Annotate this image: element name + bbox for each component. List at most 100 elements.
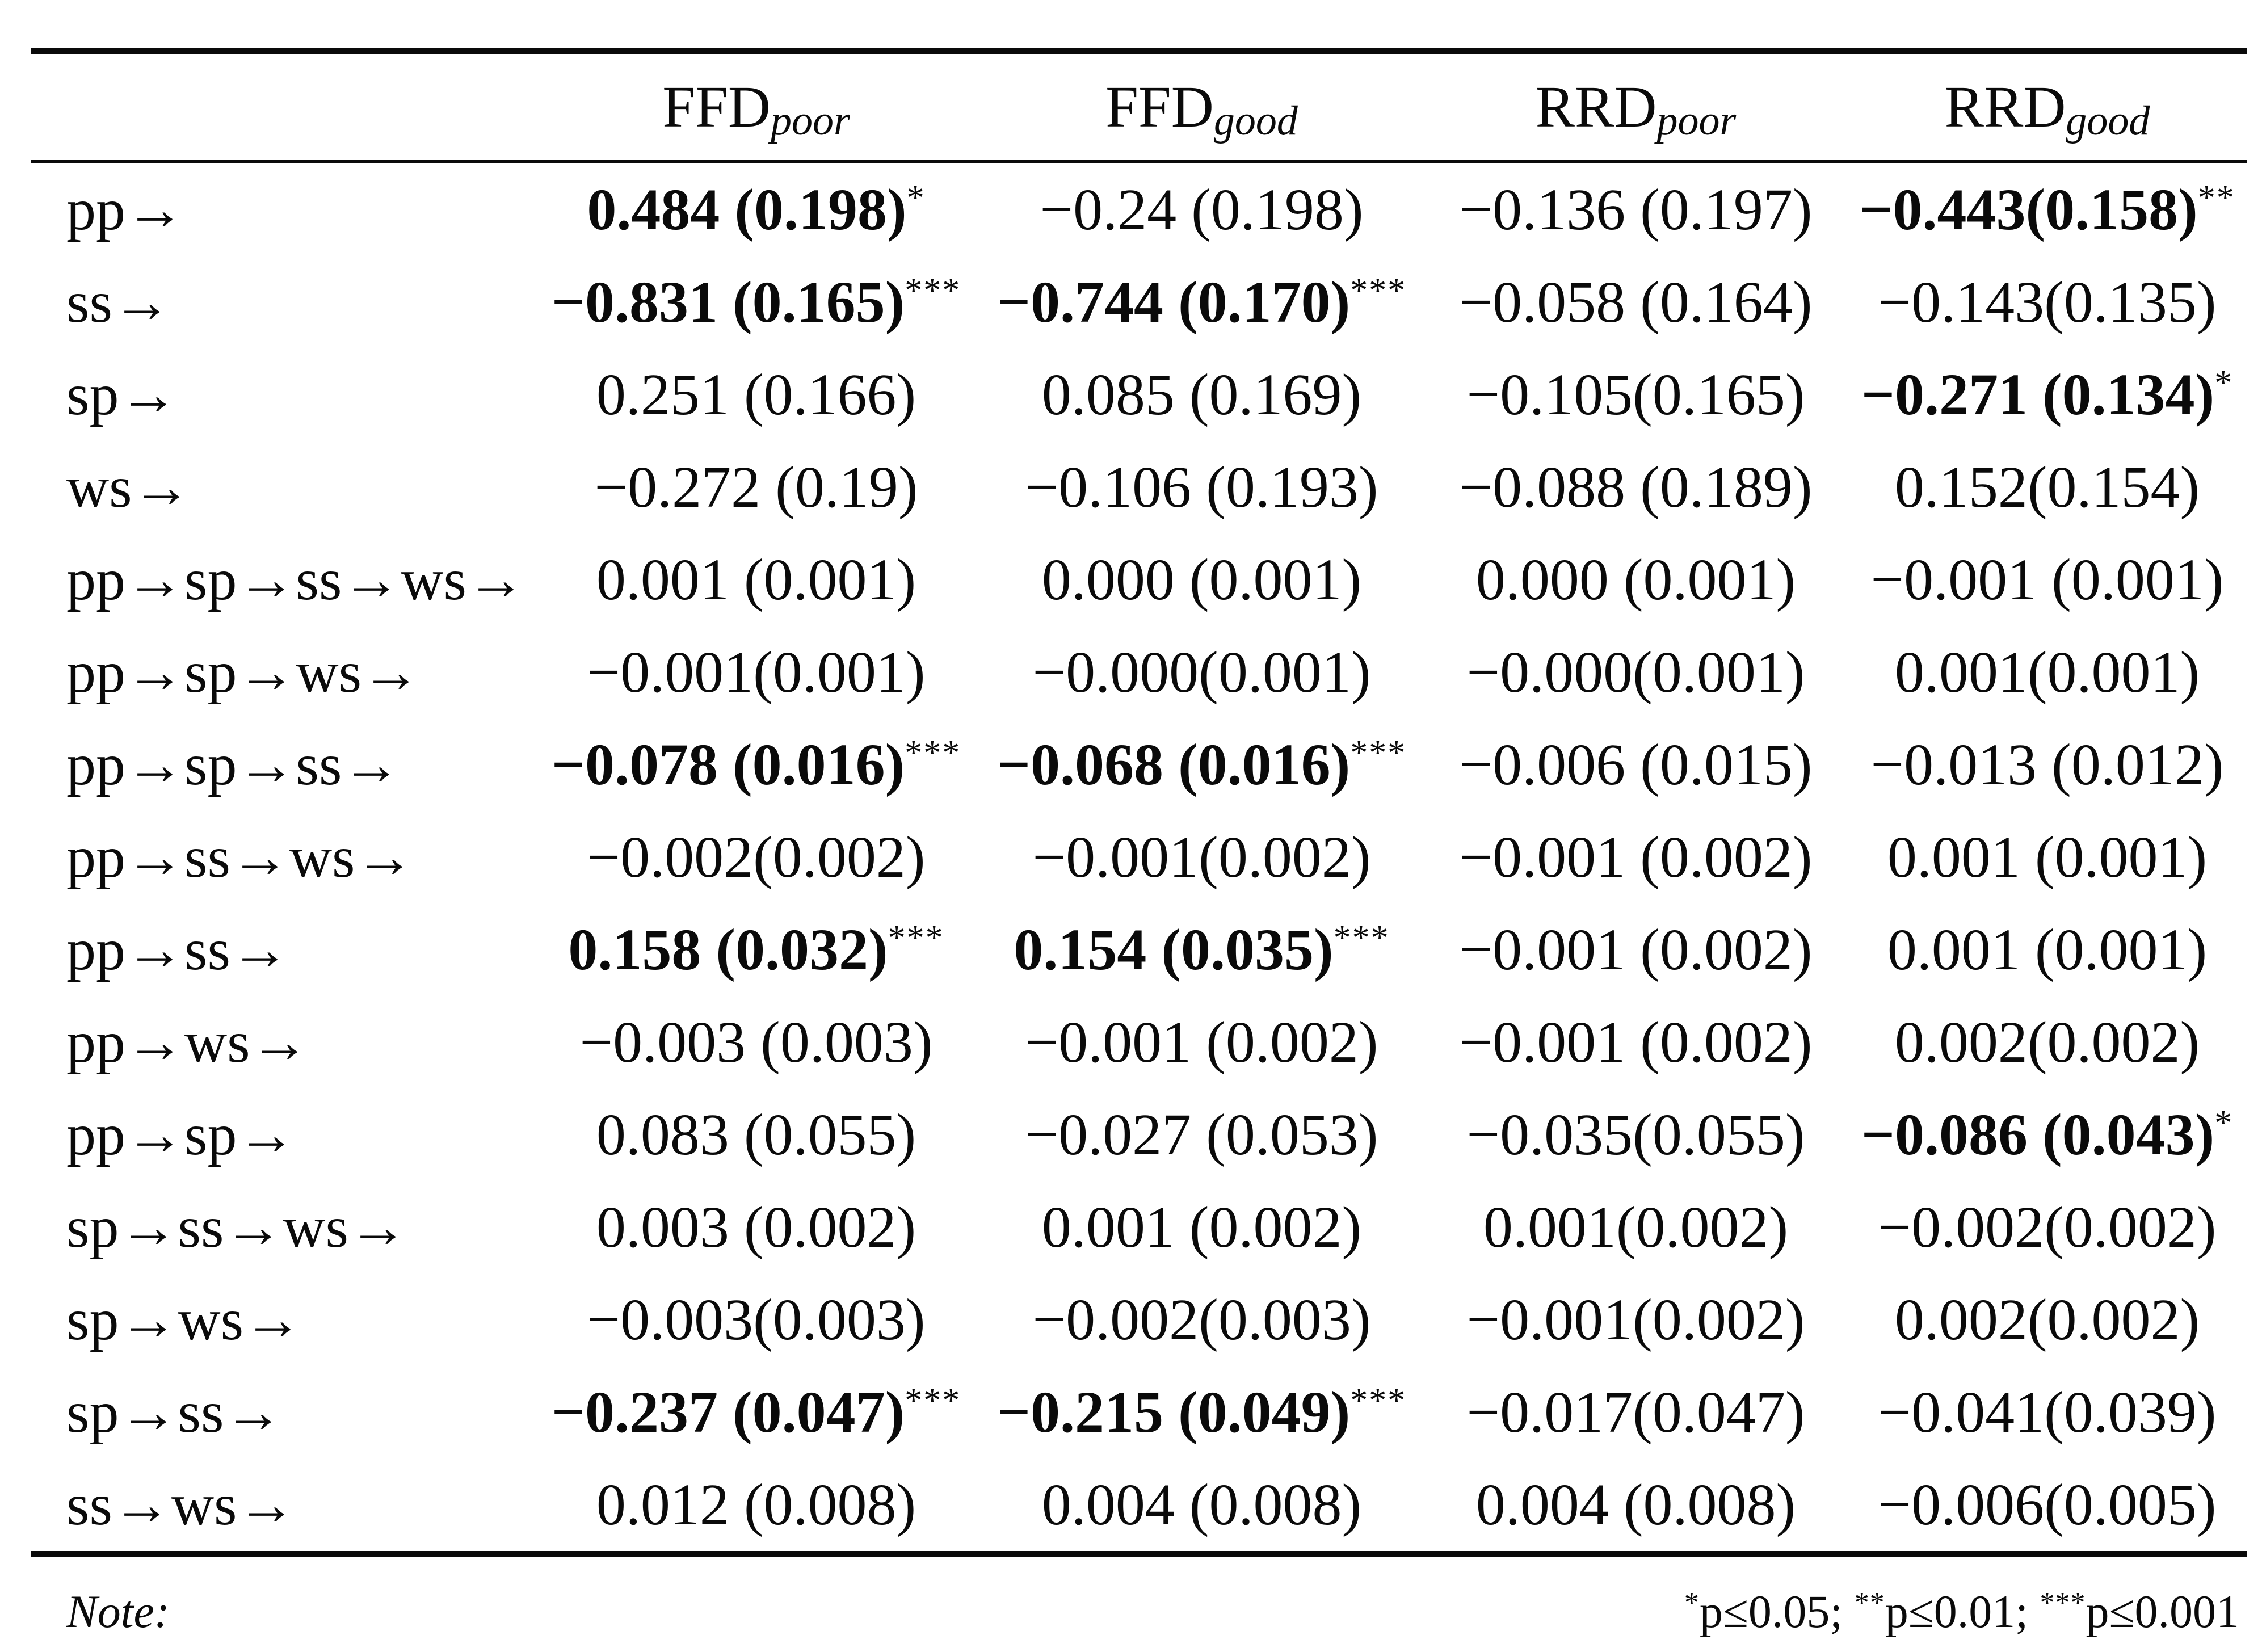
coefficient-cell: −0.002(0.003) — [979, 1290, 1424, 1350]
coefficient-value: 0.001 (0.002) — [1041, 1194, 1362, 1260]
row-label: sp→ss→ws→ — [66, 1194, 407, 1260]
coefficient-cell: −0.003(0.003) — [533, 1290, 979, 1350]
coefficient-cell: −0.068 (0.016)*** — [979, 735, 1424, 795]
coefficient-cell: −0.271 (0.134)* — [1847, 365, 2247, 424]
legend-threshold: p≤0.01; — [1885, 1586, 2040, 1637]
coefficient-cell: −0.001(0.002) — [979, 824, 1424, 890]
column-header-base: FFD — [1105, 74, 1214, 140]
table-row: ss→ws→ 0.012 (0.008) 0.004 (0.008) 0.004 (0… — [31, 1458, 2247, 1551]
coefficient-cell: −0.443(0.158)** — [1847, 180, 2247, 239]
coefficient-cell: −0.027 (0.053) — [979, 1105, 1424, 1165]
column-header-subscript: poor — [1656, 98, 1737, 145]
significance-stars: *** — [905, 1381, 961, 1420]
coefficient-value: −0.215 (0.049) — [997, 1379, 1351, 1445]
coefficient-value: −0.017(0.047) — [1466, 1379, 1805, 1445]
column-header-base: RRD — [1535, 74, 1657, 140]
row-label: pp→ss→ws→ — [66, 824, 414, 890]
coefficient-value: −0.013 (0.012) — [1870, 732, 2224, 797]
coefficient-value: −0.744 (0.170) — [997, 269, 1351, 335]
coefficient-value: −0.136 (0.197) — [1459, 176, 1813, 242]
coefficient-cell: −0.006 (0.015) — [1424, 735, 1847, 795]
coefficient-value: 0.158 (0.032) — [568, 917, 888, 982]
coefficient-value: 0.085 (0.169) — [1041, 361, 1362, 427]
coefficient-cell: 0.484 (0.198)* — [533, 180, 979, 239]
header-rule — [31, 160, 2247, 163]
coefficient-cell: −0.215 (0.049)*** — [979, 1379, 1424, 1445]
coefficient-value: −0.001(0.001) — [587, 639, 926, 705]
coefficient-cell: −0.001 (0.002) — [1424, 827, 1847, 887]
coefficient-cell: 0.000 (0.001) — [1424, 550, 1847, 609]
coefficient-value: −0.078 (0.016) — [551, 732, 905, 797]
row-label: sp→ — [66, 361, 178, 427]
coefficient-cell: 0.003 (0.002) — [533, 1194, 979, 1260]
coefficient-cell: 0.001(0.001) — [1847, 642, 2247, 702]
coefficient-cell: −0.237 (0.047)*** — [533, 1381, 979, 1442]
coefficient-value: 0.002(0.002) — [1894, 1009, 2200, 1075]
coefficient-value: −0.058 (0.164) — [1459, 269, 1813, 335]
table-row: sp→ 0.251 (0.166) 0.085 (0.169) −0.105(0.16… — [31, 348, 2247, 441]
coefficient-value: −0.271 (0.134) — [1861, 361, 2215, 427]
significance-stars: *** — [1350, 734, 1407, 773]
column-header-ffd-poor: FFDpoor — [533, 77, 979, 142]
coefficient-value: −0.086 (0.043) — [1861, 1102, 2215, 1167]
coefficient-cell: −0.078 (0.016)*** — [533, 735, 979, 795]
table-row: pp→ss→ws→ −0.002(0.002) −0.001(0.002) −0.00… — [31, 811, 2247, 903]
coefficient-value: −0.003(0.003) — [587, 1287, 926, 1352]
table-row: pp→ss→ 0.158 (0.032)*** 0.154 (0.035)*** −0… — [31, 903, 2247, 996]
coefficient-cell: −0.035(0.055) — [1424, 1105, 1847, 1165]
coefficient-cell: 0.004 (0.008) — [979, 1475, 1424, 1535]
coefficient-value: 0.004 (0.008) — [1475, 1472, 1796, 1537]
coefficient-cell: 0.002(0.002) — [1847, 1009, 2247, 1075]
coefficient-cell: 0.154 (0.035)*** — [979, 920, 1424, 980]
coefficient-value: −0.041(0.039) — [1878, 1379, 2217, 1445]
coefficient-cell: −0.272 (0.19) — [533, 457, 979, 517]
coefficient-value: −0.106 (0.193) — [1025, 454, 1378, 520]
coefficient-cell: −0.002(0.002) — [1847, 1194, 2247, 1260]
significance-stars: *** — [888, 919, 944, 958]
significance-stars: *** — [905, 271, 961, 310]
coefficient-cell: 0.012 (0.008) — [533, 1475, 979, 1535]
coefficient-cell: −0.000(0.001) — [979, 639, 1424, 705]
coefficient-cell: 0.158 (0.032)*** — [533, 920, 979, 980]
column-header-subscript: poor — [770, 98, 850, 145]
coefficient-cell: −0.744 (0.170)*** — [979, 269, 1424, 335]
coefficient-cell: 0.000 (0.001) — [979, 550, 1424, 609]
coefficient-value: −0.002(0.003) — [1032, 1287, 1371, 1352]
coefficient-cell: 0.083 (0.055) — [533, 1105, 979, 1165]
coefficient-value: −0.000(0.001) — [1032, 639, 1371, 705]
table-row: pp→sp→ss→ −0.078 (0.016)*** −0.068 (0.016)… — [31, 718, 2247, 811]
coefficient-value: −0.001 (0.001) — [1870, 547, 2224, 612]
coefficient-value: −0.443(0.158) — [1859, 176, 2198, 242]
table-row: ws→ −0.272 (0.19) −0.106 (0.193) −0.088 (0.… — [31, 441, 2247, 533]
legend-stars: ** — [1854, 1587, 1885, 1619]
coefficient-cell: 0.002(0.002) — [1847, 1290, 2247, 1350]
coefficient-cell: −0.136 (0.197) — [1424, 180, 1847, 239]
row-label: pp→ws→ — [66, 1009, 309, 1075]
legend-stars: *** — [2040, 1587, 2086, 1619]
coefficient-value: −0.001(0.002) — [1032, 824, 1371, 890]
significance-stars: *** — [1350, 1381, 1407, 1420]
coefficient-value: −0.006 (0.015) — [1459, 732, 1813, 797]
column-header-rrd-poor: RRDpoor — [1424, 77, 1847, 142]
coefficient-cell: −0.006(0.005) — [1847, 1475, 2247, 1535]
significance-stars: *** — [1350, 271, 1407, 310]
coefficient-value: 0.001 (0.001) — [1887, 917, 2208, 982]
coefficient-cell: −0.001 (0.002) — [979, 1009, 1424, 1075]
significance-stars: * — [2214, 1104, 2234, 1143]
coefficient-value: −0.001 (0.002) — [1459, 1009, 1813, 1075]
coefficient-value: 0.003 (0.002) — [596, 1194, 916, 1260]
coefficient-value: −0.001(0.002) — [1466, 1287, 1805, 1352]
coefficient-value: 0.000 (0.001) — [1475, 547, 1796, 612]
regression-table: FFDpoor FFDgood RRDpoor RRDgood pp→ 0.484 (0… — [31, 48, 2247, 1637]
coefficient-cell: 0.001 (0.002) — [979, 1194, 1424, 1260]
coefficient-value: −0.001 (0.002) — [1025, 1009, 1378, 1075]
coefficient-cell: −0.000(0.001) — [1424, 642, 1847, 702]
significance-stars: *** — [1333, 919, 1390, 958]
coefficient-value: 0.001 (0.001) — [596, 547, 916, 612]
table-row: pp→sp→ws→ −0.001(0.001) −0.000(0.001) −0.00… — [31, 626, 2247, 718]
coefficient-value: 0.152(0.154) — [1894, 454, 2200, 520]
significance-stars: *** — [905, 734, 961, 773]
significance-stars: * — [2214, 364, 2234, 403]
coefficient-value: −0.002(0.002) — [587, 824, 926, 890]
coefficient-value: −0.002(0.002) — [1878, 1194, 2217, 1260]
